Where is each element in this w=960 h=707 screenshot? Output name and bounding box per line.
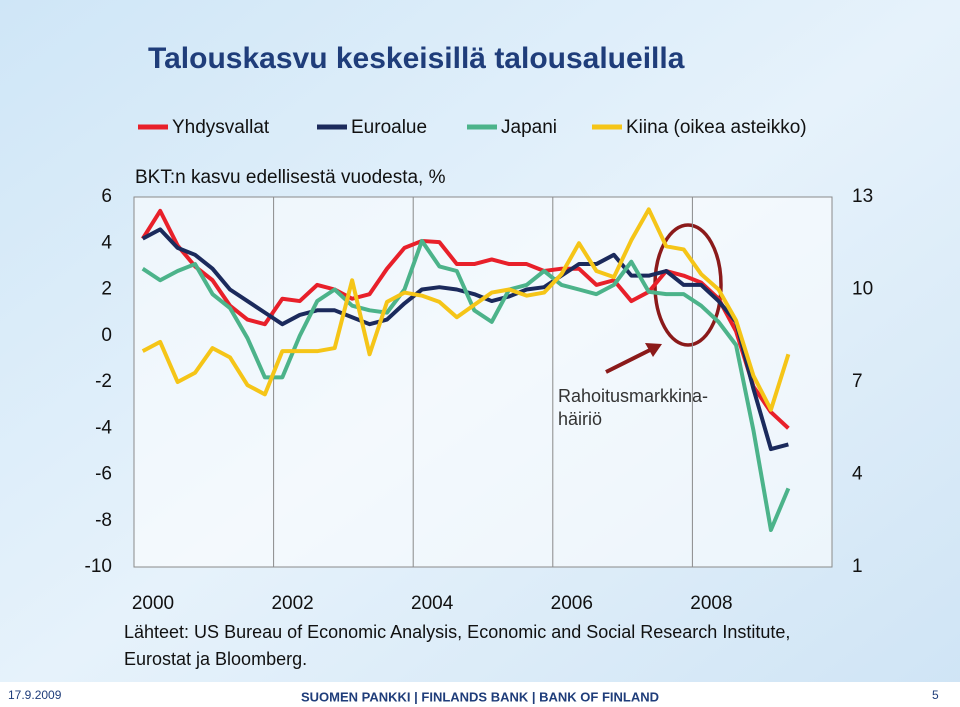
y-tick-label: -4 xyxy=(95,417,112,438)
x-tick-label: 2000 xyxy=(132,593,174,614)
source: Eurostat ja Bloomberg. xyxy=(124,649,307,669)
legend-label: Euroalue xyxy=(351,117,427,138)
y-tick-label: -8 xyxy=(95,510,112,531)
x-tick-label: 2002 xyxy=(271,593,313,614)
series-line xyxy=(141,208,790,430)
legend-label: Kiina (oikea asteikko) xyxy=(626,117,807,138)
plot-area xyxy=(133,196,833,568)
x-tick-label: 2008 xyxy=(690,593,732,614)
x-tick-label: 2006 xyxy=(551,593,593,614)
series-line xyxy=(141,207,791,412)
arrow-head xyxy=(645,343,662,357)
footer-org: SUOMEN PANKKI | FINLANDS BANK | BANK OF … xyxy=(301,689,659,704)
footer-date: 17.9.2009 xyxy=(8,688,62,702)
legend-label: Yhdysvallat xyxy=(172,117,270,138)
y2-tick-label: 7 xyxy=(852,371,863,392)
y2-tick-label: 10 xyxy=(852,279,873,300)
y2-tick-label: 1 xyxy=(852,556,863,577)
legend-label: Japani xyxy=(501,117,557,138)
y-tick-label: 0 xyxy=(101,325,112,346)
source: Lähteet: US Bureau of Economic Analysis,… xyxy=(124,622,790,642)
footer-page: 5 xyxy=(932,688,939,702)
y-tick-label: -2 xyxy=(95,371,112,392)
chart-title: Talouskasvu keskeisillä talousalueilla xyxy=(148,42,685,75)
x-tick-label: 2004 xyxy=(411,593,454,614)
y2-tick-label: 13 xyxy=(852,186,873,207)
y-tick-label: 2 xyxy=(101,279,112,300)
y2-tick-label: 4 xyxy=(852,464,863,485)
annotation: häiriö xyxy=(558,409,602,429)
footer-band xyxy=(0,682,960,707)
y-tick-label: -10 xyxy=(85,556,112,577)
annotation: Rahoitusmarkkina- xyxy=(558,386,708,406)
subtitle: BKT:n kasvu edellisestä vuodesta, % xyxy=(135,167,446,188)
y-tick-label: 4 xyxy=(101,232,112,253)
y-tick-label: 6 xyxy=(101,186,112,207)
series-line xyxy=(141,238,791,532)
y-tick-label: -6 xyxy=(95,464,112,485)
arrow-shaft xyxy=(605,348,651,374)
